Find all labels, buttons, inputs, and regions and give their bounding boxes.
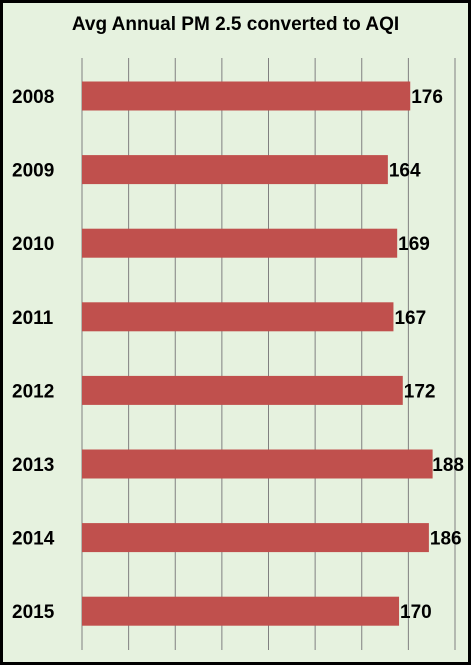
category-label: 2012 — [12, 381, 54, 402]
category-label: 2014 — [12, 529, 55, 550]
bar — [82, 155, 388, 185]
data-label: 188 — [432, 455, 464, 476]
data-label: 170 — [400, 602, 432, 623]
category-label: 2011 — [12, 308, 54, 329]
bar — [82, 81, 411, 111]
data-label: 169 — [398, 234, 430, 255]
bar — [82, 375, 403, 405]
bar — [82, 228, 398, 258]
data-label: 164 — [389, 161, 421, 182]
category-label: 2009 — [12, 161, 54, 182]
category-label: 2015 — [12, 602, 55, 623]
bar — [82, 523, 429, 553]
category-label: 2013 — [12, 455, 54, 476]
bar — [82, 596, 400, 626]
chart-title: Avg Annual PM 2.5 converted to AQI — [71, 14, 400, 35]
bar — [82, 302, 394, 332]
data-label: 172 — [404, 381, 436, 402]
category-label: 2008 — [12, 87, 54, 108]
bar — [82, 449, 433, 479]
category-label: 2010 — [12, 234, 54, 255]
data-label: 176 — [411, 87, 443, 108]
data-label: 186 — [430, 529, 462, 550]
data-label: 167 — [394, 308, 426, 329]
